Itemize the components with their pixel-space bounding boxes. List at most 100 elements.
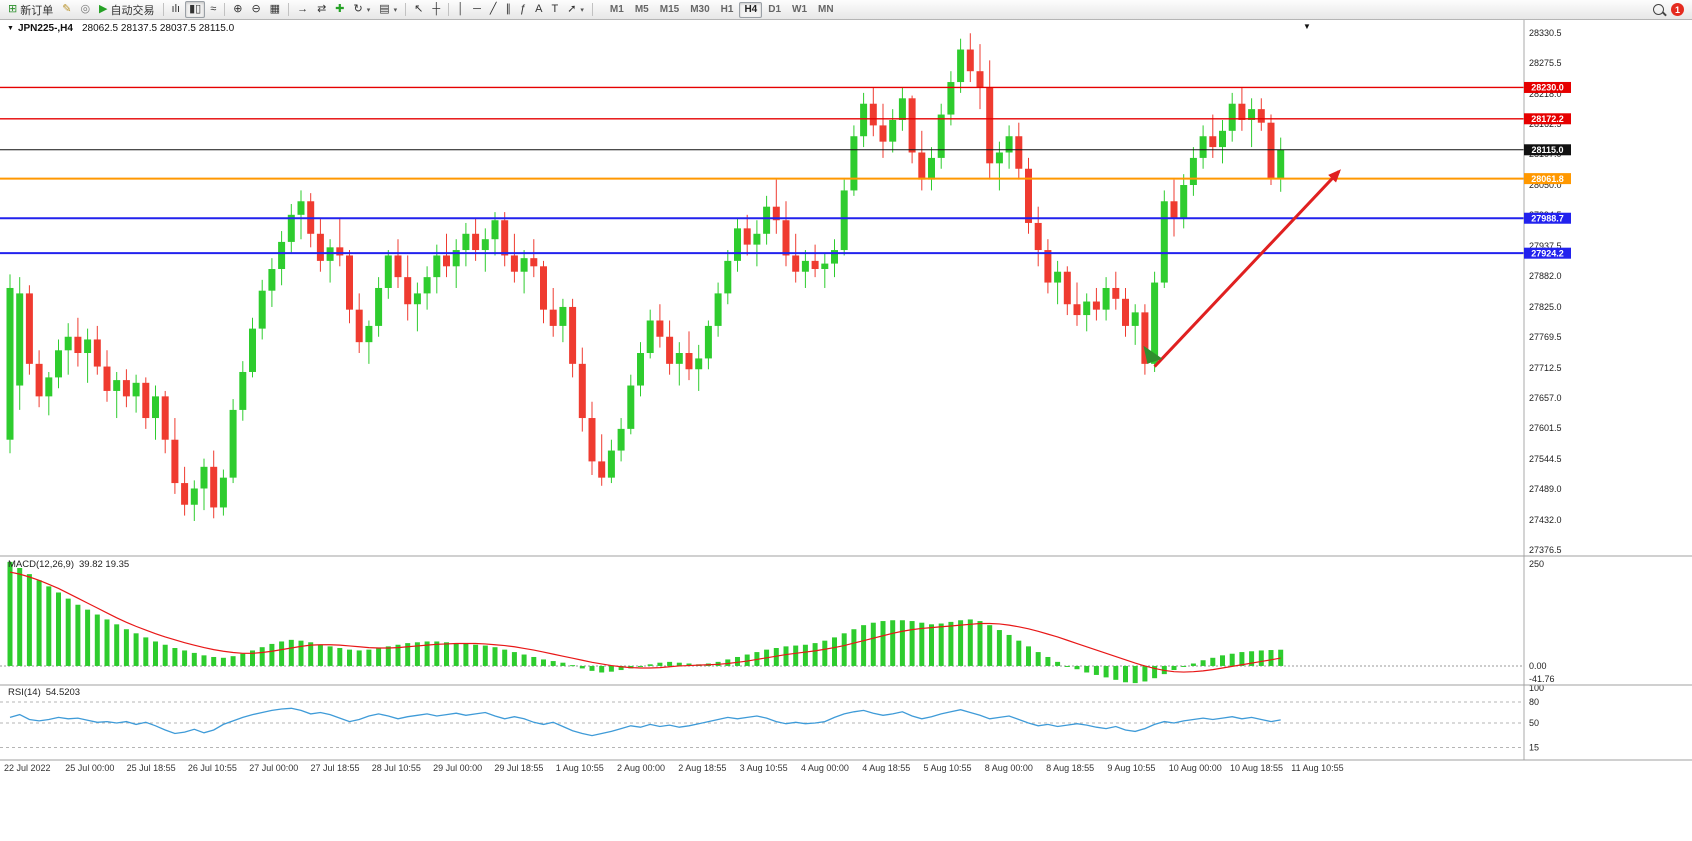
- svg-text:27924.2: 27924.2: [1531, 248, 1564, 258]
- autotrading-icon: ▶: [99, 3, 108, 15]
- chart-shift-marker-icon[interactable]: ▼: [1303, 22, 1311, 31]
- search-icon[interactable]: [1653, 4, 1664, 15]
- template-icon: ▤: [379, 3, 390, 15]
- price-badge: [1524, 173, 1571, 185]
- metaeditor-icon: ✎: [62, 3, 72, 15]
- price-tick-label: 28330.5: [1529, 28, 1562, 38]
- chart-canvas[interactable]: 28330.528275.528218.028162.528107.028050…: [0, 20, 1692, 841]
- macd-indicator: 250 0.00 -41.76: [0, 559, 1555, 684]
- channel-icon: ∥: [505, 3, 511, 15]
- timeframe-d1-button[interactable]: D1: [763, 2, 786, 18]
- price-tick-label: 27489.0: [1529, 484, 1562, 494]
- timeframe-m1-button[interactable]: M1: [605, 2, 629, 18]
- time-tick-label: 4 Aug 18:55: [862, 763, 910, 773]
- svg-text:28115.0: 28115.0: [1531, 145, 1563, 155]
- auto-scroll-button[interactable]: →: [293, 1, 312, 18]
- bar-chart-button[interactable]: ılı: [168, 1, 185, 18]
- timeframe-w1-button[interactable]: W1: [787, 2, 812, 18]
- trend-arrow-object[interactable]: [1153, 169, 1341, 368]
- period-button[interactable]: ↻ ▾: [350, 1, 375, 18]
- new-order-button[interactable]: ⊞ 新订单: [4, 1, 57, 18]
- zoom-in-button[interactable]: ⊕: [229, 1, 246, 18]
- timeframe-m15-button[interactable]: M15: [655, 2, 684, 18]
- timeframe-toolbar: M1 M5 M15 M30 H1 H4 D1 W1 MN: [605, 1, 839, 18]
- notification-badge[interactable]: 1: [1671, 3, 1684, 16]
- period-icon: ↻: [353, 3, 363, 15]
- toolbar-separator: [224, 3, 226, 16]
- timeframe-m30-button[interactable]: M30: [685, 2, 714, 18]
- new-order-icon: ⊞: [8, 3, 18, 15]
- time-tick-label: 29 Jul 18:55: [494, 763, 543, 773]
- crosshair-button[interactable]: ┼: [428, 1, 444, 18]
- price-tick-label: 27712.5: [1529, 363, 1562, 373]
- price-tick-label: 27769.5: [1529, 332, 1562, 342]
- price-badge: [1524, 113, 1571, 125]
- macd-indicator-label: MACD(12,26,9) 39.82 19.35: [8, 559, 134, 570]
- rsi-indicator: 100 80 50 15: [0, 683, 1544, 753]
- price-badge: [1524, 144, 1571, 156]
- time-tick-label: 22 Jul 2022: [4, 763, 51, 773]
- cursor-button[interactable]: ↖: [410, 1, 427, 18]
- svg-text:28172.2: 28172.2: [1531, 114, 1564, 124]
- price-tick-label: 27544.5: [1529, 454, 1562, 464]
- autotrading-button[interactable]: ▶ 自动交易: [95, 1, 158, 18]
- horizontal-line-icon: ─: [473, 3, 481, 15]
- fibonacci-button[interactable]: ƒ: [516, 1, 530, 18]
- time-tick-label: 26 Jul 10:55: [188, 763, 237, 773]
- timeframe-h1-button[interactable]: H1: [716, 2, 739, 18]
- time-tick-label: 8 Aug 18:55: [1046, 763, 1094, 773]
- add-indicator-button[interactable]: ✚: [331, 1, 348, 18]
- toolbar-separator: [162, 3, 164, 16]
- price-tick-label: 28218.0: [1529, 89, 1562, 99]
- vertical-line-button[interactable]: │: [453, 1, 468, 18]
- crosshair-icon: ┼: [432, 3, 441, 15]
- svg-text:0.00: 0.00: [1529, 661, 1547, 671]
- chart-shift-button[interactable]: ⇄: [313, 1, 330, 18]
- svg-text:27988.7: 27988.7: [1531, 213, 1564, 223]
- candlestick-chart-icon: ▮▯: [189, 3, 202, 15]
- metaeditor-button[interactable]: ✎: [58, 1, 75, 18]
- rsi-value: 54.5203: [45, 687, 81, 698]
- label-button[interactable]: T: [547, 1, 562, 18]
- price-tick-label: 27657.0: [1529, 393, 1562, 403]
- line-chart-button[interactable]: ≈: [206, 1, 220, 18]
- chart-ohlc-header: ▼ JPN225-,H4 28062.5 28137.5 28037.5 28115…: [7, 23, 234, 34]
- price-line-objects: [0, 86, 1524, 255]
- zoom-out-icon: ⊖: [251, 3, 261, 15]
- chevron-down-icon: ▾: [393, 6, 398, 14]
- main-toolbar: ⊞ 新订单 ✎ ◎ ▶ 自动交易 ılı ▮▯ ≈ ⊕ ⊖ ▦ → ⇄ ✚ ↻ ▾ ▤ ▾ ↖ ┼ │ ─ ╱ ∥ ƒ A T ➚ ▾ M…: [0, 0, 1692, 20]
- svg-text:80: 80: [1529, 697, 1539, 707]
- chevron-down-icon: ▾: [580, 6, 584, 14]
- horizontal-line-button[interactable]: ─: [469, 1, 485, 18]
- macd-title: MACD(12,26,9): [8, 559, 74, 570]
- time-tick-label: 5 Aug 10:55: [924, 763, 972, 773]
- low-arrow-marker[interactable]: [1143, 345, 1163, 364]
- candlestick-chart-button[interactable]: ▮▯: [185, 1, 206, 18]
- chart-symbol-label: JPN225-,H4: [17, 23, 73, 34]
- toolbar-separator: [591, 3, 593, 16]
- timeframe-m5-button[interactable]: M5: [630, 2, 654, 18]
- text-button[interactable]: A: [531, 1, 546, 18]
- arrows-icon: ➚: [567, 3, 577, 15]
- tile-windows-icon: ▦: [269, 3, 281, 15]
- svg-text:28230.0: 28230.0: [1531, 83, 1564, 93]
- template-button[interactable]: ▤ ▾: [375, 1, 401, 18]
- svg-text:250: 250: [1529, 559, 1544, 569]
- chart-collapse-icon[interactable]: ▼: [7, 25, 14, 32]
- tile-windows-button[interactable]: ▦: [266, 1, 284, 18]
- toolbar-separator: [405, 3, 407, 16]
- time-tick-label: 10 Aug 18:55: [1230, 763, 1283, 773]
- time-axis: 22 Jul 2022 25 Jul 00:00 25 Jul 18:55 26 Ju…: [4, 763, 1344, 773]
- price-badge: [1524, 247, 1571, 259]
- timeframe-h4-button[interactable]: H4: [739, 1, 763, 18]
- price-tick-label: 27432.0: [1529, 515, 1562, 525]
- trendline-button[interactable]: ╱: [486, 1, 501, 18]
- signals-button[interactable]: ◎: [76, 1, 94, 18]
- arrows-button[interactable]: ➚ ▾: [563, 1, 588, 18]
- label-icon: T: [551, 3, 559, 15]
- zoom-out-button[interactable]: ⊖: [247, 1, 264, 18]
- rsi-indicator-label: RSI(14) 54.5203: [8, 687, 85, 698]
- timeframe-mn-button[interactable]: MN: [813, 2, 839, 18]
- price-tick-label: 28050.0: [1529, 180, 1562, 190]
- channel-button[interactable]: ∥: [501, 1, 515, 18]
